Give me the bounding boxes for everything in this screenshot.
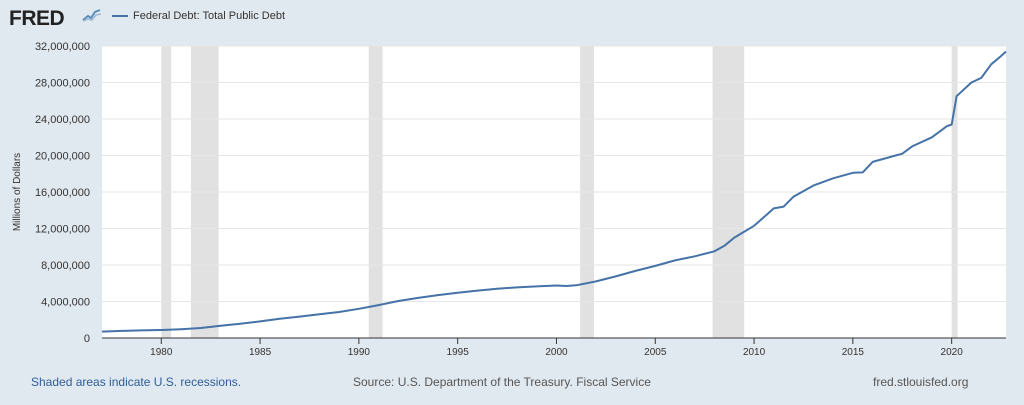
chart-area: 0 4,000,000 8,000,000 12,000,000 16,000,000 2… <box>0 38 1024 373</box>
x-tick-label: 2020 <box>941 347 964 358</box>
site-link[interactable]: fred.stlouisfed.org <box>873 375 969 389</box>
x-tick-label: 2000 <box>545 347 568 358</box>
x-tick-label: 1985 <box>249 347 272 358</box>
x-tick-label: 2010 <box>743 347 766 358</box>
y-tick-label: 32,000,000 <box>35 41 90 53</box>
y-axis-label: Millions of Dollars <box>12 153 23 231</box>
legend-swatch <box>112 15 128 18</box>
source-text: Source: U.S. Department of the Treasury.… <box>353 375 651 389</box>
y-tick-label: 20,000,000 <box>35 151 90 163</box>
legend[interactable]: Federal Debt: Total Public Debt <box>112 10 285 22</box>
y-tick-label: 8,000,000 <box>41 260 90 272</box>
y-tick-label: 24,000,000 <box>35 114 90 126</box>
series-line-total-public-debt <box>101 50 1007 333</box>
x-tick-label: 1990 <box>348 347 371 358</box>
x-tick-label: 1995 <box>447 347 470 358</box>
y-tick-label: 28,000,000 <box>35 78 90 90</box>
fred-logo[interactable]: FRED <box>9 7 65 30</box>
x-tick-label: 1980 <box>150 347 173 358</box>
y-tick-label: 12,000,000 <box>35 224 90 236</box>
y-tick-label: 16,000,000 <box>35 187 90 199</box>
recession-note: Shaded areas indicate U.S. recessions. <box>31 375 242 389</box>
line-chart[interactable]: 0 4,000,000 8,000,000 12,000,000 16,000,000 2… <box>0 38 1024 368</box>
chart-header: FRED Federal Debt: Total Public Debt <box>0 0 1024 40</box>
x-tick-label: 2005 <box>644 347 667 358</box>
legend-label: Federal Debt: Total Public Debt <box>133 10 286 22</box>
y-tick-label: 0 <box>84 333 90 345</box>
x-tick-label: 2015 <box>842 347 865 358</box>
y-tick-label: 4,000,000 <box>41 297 90 309</box>
fred-mini-graph-icon <box>82 8 102 22</box>
